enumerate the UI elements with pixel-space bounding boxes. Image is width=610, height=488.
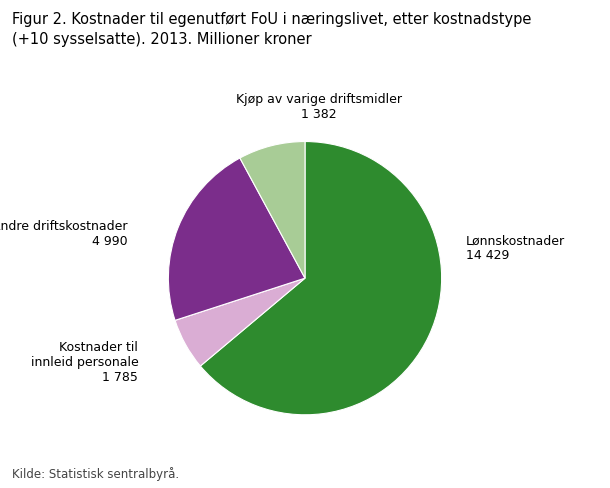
Text: Figur 2. Kostnader til egenutført FoU i næringslivet, etter kostnadstype
(+10 sy: Figur 2. Kostnader til egenutført FoU i …	[12, 12, 531, 47]
Wedge shape	[240, 142, 305, 278]
Text: Kostnader til
innleid personale
1 785: Kostnader til innleid personale 1 785	[30, 342, 138, 385]
Text: Andre driftskostnader
4 990: Andre driftskostnader 4 990	[0, 221, 127, 248]
Wedge shape	[200, 142, 442, 415]
Text: Lønnskostnader
14 429: Lønnskostnader 14 429	[466, 234, 565, 262]
Wedge shape	[168, 158, 305, 320]
Text: Kilde: Statistisk sentralbyrå.: Kilde: Statistisk sentralbyrå.	[12, 467, 179, 481]
Text: Kjøp av varige driftsmidler
1 382: Kjøp av varige driftsmidler 1 382	[235, 93, 401, 122]
Wedge shape	[175, 278, 305, 366]
